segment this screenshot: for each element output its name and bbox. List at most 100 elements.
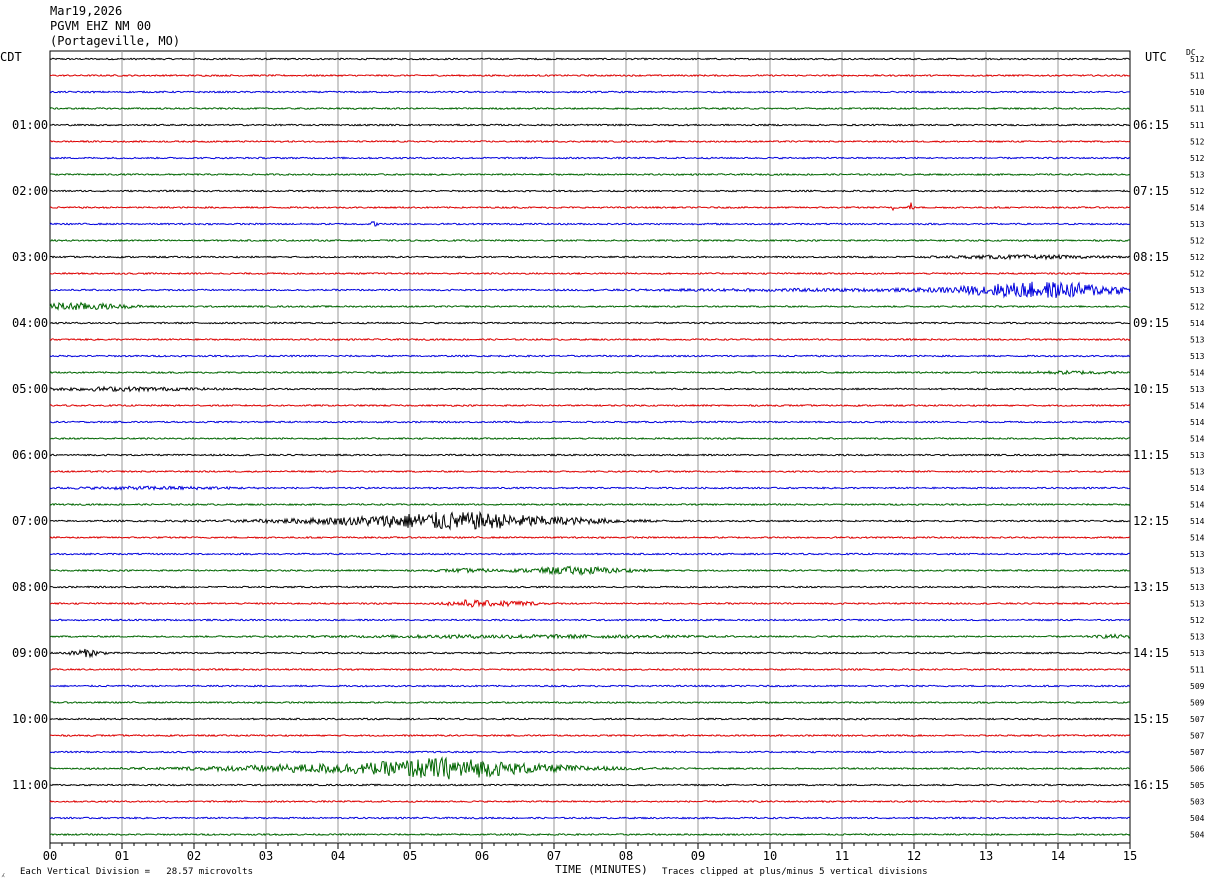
dc-offset-label: 511 [1190, 72, 1205, 81]
seismic-trace [49, 585, 1131, 589]
dc-offset-label: 514 [1190, 517, 1205, 526]
left-hour-label: 04:00 [12, 316, 48, 330]
seismic-trace [49, 599, 1131, 608]
x-axis-title: TIME (MINUTES) [555, 863, 648, 876]
seismic-trace [49, 420, 1131, 424]
right-timezone-label: UTC [1145, 50, 1167, 64]
dc-offset-label: 509 [1190, 699, 1205, 708]
right-hour-label: 07:15 [1133, 184, 1169, 198]
seismic-trace [49, 510, 1131, 531]
dc-offset-label: 503 [1190, 798, 1205, 807]
seismic-trace [49, 565, 1131, 576]
right-hour-label: 06:15 [1133, 118, 1169, 132]
seismic-trace [49, 750, 1131, 754]
seismic-trace [49, 667, 1131, 672]
seismic-trace [49, 535, 1131, 540]
x-tick-label: 03 [259, 849, 273, 863]
seismic-trace [49, 648, 1131, 659]
right-hour-label: 16:15 [1133, 778, 1169, 792]
left-hour-label: 01:00 [12, 118, 48, 132]
dc-offset-label: 514 [1190, 435, 1205, 444]
dc-offset-label: 511 [1190, 666, 1205, 675]
left-timezone-label: CDT [0, 50, 22, 64]
seismic-trace [49, 618, 1131, 622]
dc-offset-label: 512 [1190, 237, 1205, 246]
x-tick-label: 01 [115, 849, 129, 863]
dc-offset-label: 513 [1190, 171, 1205, 180]
seismic-trace [49, 238, 1131, 243]
chart-date: Mar19,2026 [50, 4, 123, 18]
seismic-trace [49, 783, 1131, 787]
seismic-trace [49, 717, 1131, 721]
dc-offset-label: 513 [1190, 468, 1205, 477]
x-tick-label: 12 [907, 849, 921, 863]
x-tick-label: 10 [763, 849, 777, 863]
dc-offset-label: 513 [1190, 649, 1205, 658]
seismic-trace [49, 301, 1131, 311]
seismic-trace [49, 485, 1131, 491]
x-tick-label: 05 [403, 849, 417, 863]
dc-offset-label: 505 [1190, 781, 1205, 790]
left-hour-label: 05:00 [12, 382, 48, 396]
dc-offset-label: 504 [1190, 831, 1205, 840]
right-hour-label: 11:15 [1133, 448, 1169, 462]
x-tick-label: 04 [331, 849, 345, 863]
dc-offset-label: 510 [1190, 88, 1205, 97]
seismic-trace [49, 436, 1131, 441]
left-hour-label: 11:00 [12, 778, 48, 792]
x-tick-label: 06 [475, 849, 489, 863]
dc-offset-label: 513 [1190, 286, 1205, 295]
seismic-trace [49, 453, 1131, 457]
dc-offset-label: 513 [1190, 220, 1205, 229]
dc-offset-label: 514 [1190, 534, 1205, 543]
right-hour-label: 15:15 [1133, 712, 1169, 726]
seismic-trace [49, 552, 1131, 556]
dc-offset-label: 514 [1190, 402, 1205, 411]
left-hour-label: 07:00 [12, 514, 48, 528]
seismic-trace [49, 756, 1131, 780]
dc-offset-label: 514 [1190, 319, 1205, 328]
dc-offset-label: 513 [1190, 352, 1205, 361]
seismic-trace [49, 220, 1131, 227]
right-hour-label: 08:15 [1133, 250, 1169, 264]
seismic-trace [49, 799, 1131, 804]
seismic-trace [49, 633, 1131, 640]
dc-offset-label: 511 [1190, 121, 1205, 130]
seismic-trace [49, 172, 1131, 177]
seismic-trace [49, 337, 1131, 342]
seismic-trace [49, 369, 1131, 376]
dc-offset-label: 514 [1190, 484, 1205, 493]
x-tick-label: 15 [1123, 849, 1137, 863]
x-tick-label: 09 [691, 849, 705, 863]
seismic-trace [49, 90, 1131, 94]
dc-offset-label: 514 [1190, 369, 1205, 378]
seismic-trace [49, 321, 1131, 325]
seismic-trace [49, 123, 1131, 127]
clip-note: Traces clipped at plus/minus 5 vertical … [662, 867, 928, 877]
seismic-trace [49, 469, 1131, 474]
seismic-trace [49, 733, 1131, 738]
right-hour-label: 09:15 [1133, 316, 1169, 330]
dc-offset-label: 513 [1190, 583, 1205, 592]
x-tick-label: 08 [619, 849, 633, 863]
dc-offset-label: 509 [1190, 682, 1205, 691]
dc-offset-label: 507 [1190, 732, 1205, 741]
left-hour-label: 06:00 [12, 448, 48, 462]
dc-offset-label: 514 [1190, 204, 1205, 213]
left-hour-label: 08:00 [12, 580, 48, 594]
dc-offset-label: 513 [1190, 600, 1205, 609]
dc-offset-label: 513 [1190, 567, 1205, 576]
seismic-trace [49, 832, 1131, 837]
x-tick-label: 13 [979, 849, 993, 863]
dc-offset-label: 506 [1190, 765, 1205, 774]
seismic-trace [49, 354, 1131, 358]
seismic-trace [49, 816, 1131, 820]
x-tick-label: 02 [187, 849, 201, 863]
seismic-trace [49, 202, 1131, 212]
chart-location: (Portageville, MO) [50, 34, 181, 48]
dc-offset-label: 512 [1190, 187, 1205, 196]
x-tick-label: 00 [43, 849, 57, 863]
dc-offset-label: 512 [1190, 253, 1205, 262]
dc-offset-label: 514 [1190, 501, 1205, 510]
seismic-trace [49, 253, 1131, 261]
